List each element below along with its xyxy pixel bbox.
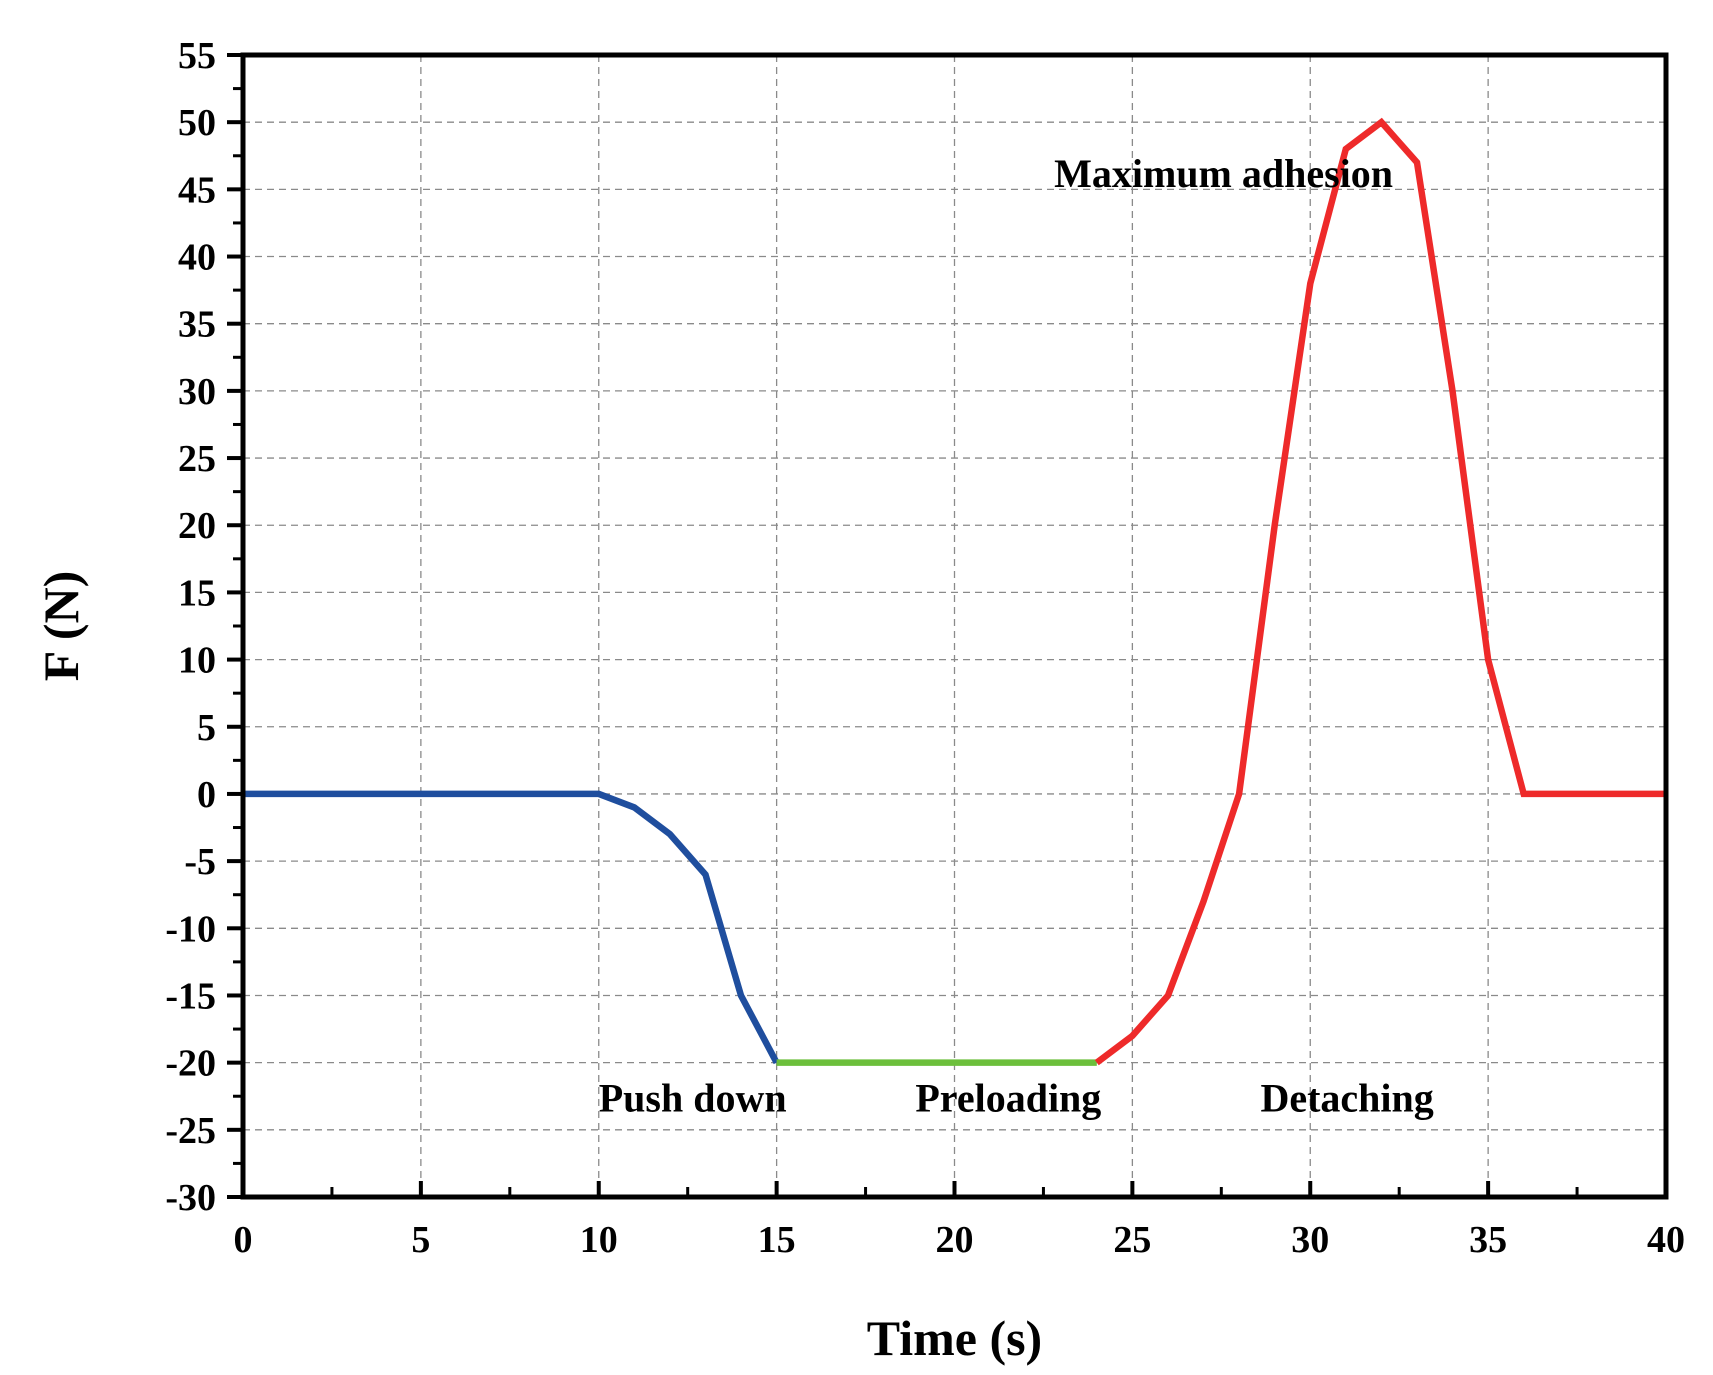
annotations: Maximum adhesion Push down Preloading Detac… [599, 151, 1434, 1120]
y-tick-label: -15 [165, 975, 216, 1017]
x-axis-title: Time (s) [867, 1310, 1042, 1366]
y-tick-label: 35 [178, 304, 216, 346]
annotation-preloading: Preloading [915, 1076, 1101, 1121]
y-tick-label: 45 [178, 169, 216, 211]
y-tick-label: 15 [178, 572, 216, 614]
y-tick-label: 10 [178, 640, 216, 682]
y-tick-label: 40 [178, 237, 216, 279]
x-tick-label: 5 [411, 1219, 430, 1261]
axis-ticks [227, 53, 1668, 1199]
series-layer [243, 117, 1666, 1066]
series-line-detaching [1094, 117, 1666, 1066]
y-tick-label: -10 [165, 908, 216, 950]
y-tick-label: 25 [178, 438, 216, 480]
y-tick-label: 0 [197, 774, 216, 816]
y-tick-label: 5 [197, 707, 216, 749]
x-tick-labels: 0 5 10 15 20 25 30 35 40 [234, 1219, 1686, 1261]
x-tick-label: 35 [1469, 1219, 1507, 1261]
y-tick-label: 55 [178, 35, 216, 77]
x-tick-label: 0 [234, 1219, 253, 1261]
y-tick-label: -30 [165, 1177, 216, 1219]
grid-lines [243, 55, 1666, 1197]
annotation-detaching: Detaching [1260, 1076, 1433, 1121]
series-line-push-down [243, 790, 780, 1065]
x-tick-label: 10 [580, 1219, 618, 1261]
x-tick-label: 40 [1647, 1219, 1685, 1261]
x-tick-label: 15 [758, 1219, 796, 1261]
y-tick-label: -25 [165, 1110, 216, 1152]
y-tick-label: 20 [178, 505, 216, 547]
annotation-push-down: Push down [599, 1076, 787, 1121]
y-tick-label: -5 [184, 841, 216, 883]
y-axis-title: F (N) [33, 571, 89, 682]
y-tick-label: 50 [178, 102, 216, 144]
y-tick-label: 30 [178, 371, 216, 413]
x-tick-label: 30 [1291, 1219, 1329, 1261]
x-tick-label: 25 [1113, 1219, 1151, 1261]
annotation-maximum-adhesion: Maximum adhesion [1054, 151, 1393, 196]
x-tick-label: 20 [936, 1219, 974, 1261]
y-tick-label: -20 [165, 1043, 216, 1085]
